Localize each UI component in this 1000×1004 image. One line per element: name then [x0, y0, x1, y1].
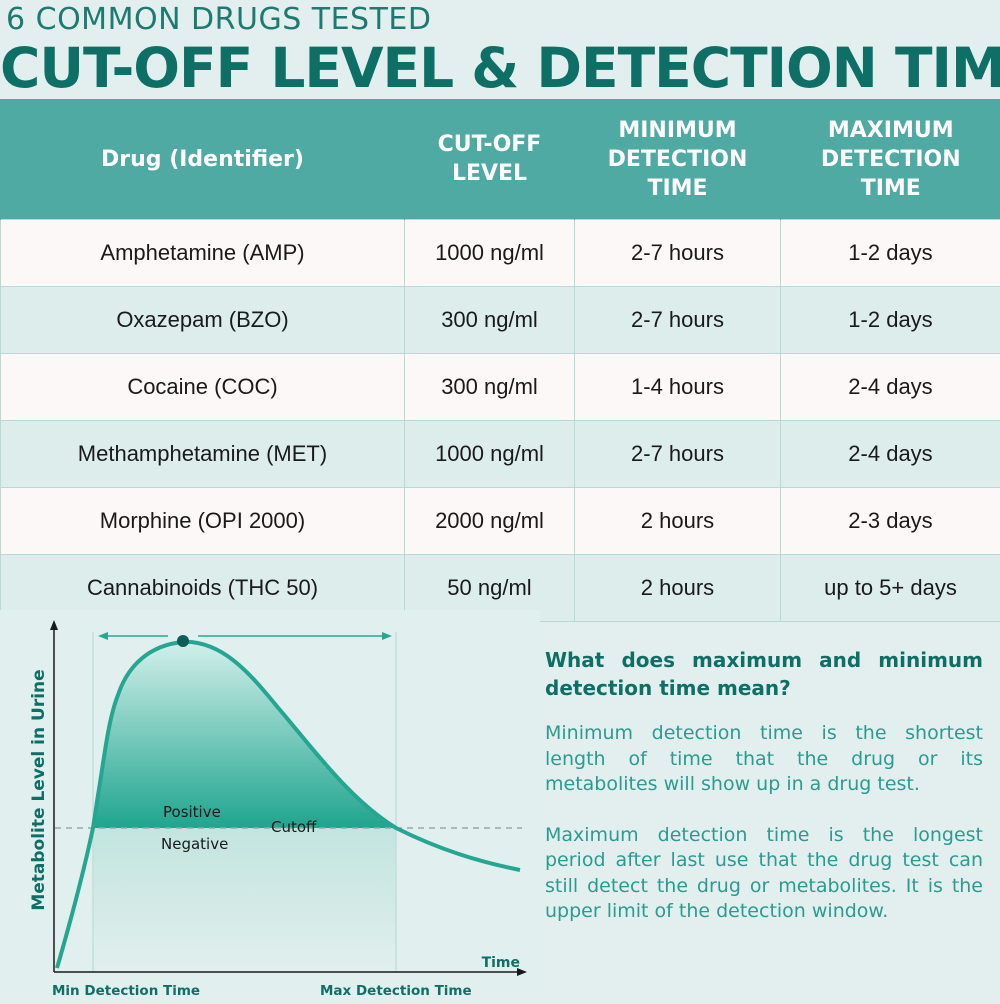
- detection-curve-diagram: Metabolite Level in Urine Time Positive …: [0, 610, 540, 1000]
- header-cutoff: CUT-OFF LEVEL: [405, 99, 575, 220]
- negative-region: [93, 828, 396, 971]
- y-axis-arrowhead: [50, 620, 58, 630]
- drug-name-cell: Morphine (OPI 2000): [1, 488, 405, 555]
- drug-name-cell: Cocaine (COC): [1, 354, 405, 421]
- drug-name-cell: Methamphetamine (MET): [1, 421, 405, 488]
- cutoff-cell: 2000 ng/ml: [405, 488, 575, 555]
- cutoff-cell: 1000 ng/ml: [405, 421, 575, 488]
- max-time-cell: 1-2 days: [781, 220, 1000, 287]
- positive-label: Positive: [163, 803, 221, 821]
- table-row: Oxazepam (BZO) 300 ng/ml 2-7 hours 1-2 d…: [1, 287, 1000, 354]
- y-axis-label: Metabolite Level in Urine: [29, 669, 49, 910]
- detection-window-graph: Metabolite Level in Urine Time Positive …: [0, 610, 540, 1000]
- min-detection-label: Min Detection Time: [52, 983, 200, 999]
- info-heading: What does maximum and minimum detection …: [545, 646, 983, 702]
- max-time-cell: 2-4 days: [781, 354, 1000, 421]
- max-detection-label: Max Detection Time: [320, 983, 472, 999]
- max-time-cell: 2-3 days: [781, 488, 1000, 555]
- max-time-cell: 1-2 days: [781, 287, 1000, 354]
- table-row: Morphine (OPI 2000) 2000 ng/ml 2 hours 2…: [1, 488, 1000, 555]
- min-time-cell: 2-7 hours: [575, 220, 781, 287]
- window-arrow-left-head: [98, 632, 108, 640]
- table-row: Amphetamine (AMP) 1000 ng/ml 2-7 hours 1…: [1, 220, 1000, 287]
- header-min-detection: MINIMUM DETECTION TIME: [575, 99, 781, 220]
- page-subtitle: 6 COMMON DRUGS TESTED: [6, 2, 431, 37]
- min-time-cell: 1-4 hours: [575, 354, 781, 421]
- drug-name-cell: Oxazepam (BZO): [1, 287, 405, 354]
- peak-marker: [177, 635, 189, 647]
- negative-label: Negative: [161, 835, 228, 853]
- header-drug: Drug (Identifier): [1, 99, 405, 220]
- min-time-cell: 2-7 hours: [575, 421, 781, 488]
- cutoff-cell: 300 ng/ml: [405, 287, 575, 354]
- table-header-row: Drug (Identifier) CUT-OFF LEVEL MINIMUM …: [1, 99, 1000, 220]
- table-row: Methamphetamine (MET) 1000 ng/ml 2-7 hou…: [1, 421, 1000, 488]
- drug-name-cell: Amphetamine (AMP): [1, 220, 405, 287]
- info-max-paragraph: Maximum detection time is the longest pe…: [545, 823, 983, 925]
- cutoff-label: Cutoff: [271, 818, 317, 836]
- cutoff-cell: 1000 ng/ml: [405, 220, 575, 287]
- page-title: CUT-OFF LEVEL & DETECTION TIME: [0, 36, 1000, 100]
- window-arrow-right-head: [382, 632, 392, 640]
- min-time-cell: 2 hours: [575, 488, 781, 555]
- header-max-detection: MAXIMUM DETECTION TIME: [781, 99, 1000, 220]
- max-time-cell: 2-4 days: [781, 421, 1000, 488]
- cutoff-cell: 300 ng/ml: [405, 354, 575, 421]
- table-row: Cocaine (COC) 300 ng/ml 1-4 hours 2-4 da…: [1, 354, 1000, 421]
- info-min-paragraph: Minimum detection time is the shortest l…: [545, 721, 983, 798]
- drug-table: Drug (Identifier) CUT-OFF LEVEL MINIMUM …: [0, 99, 1000, 622]
- min-time-cell: 2-7 hours: [575, 287, 781, 354]
- info-panel: What does maximum and minimum detection …: [545, 610, 983, 925]
- x-axis-label: Time: [482, 955, 520, 971]
